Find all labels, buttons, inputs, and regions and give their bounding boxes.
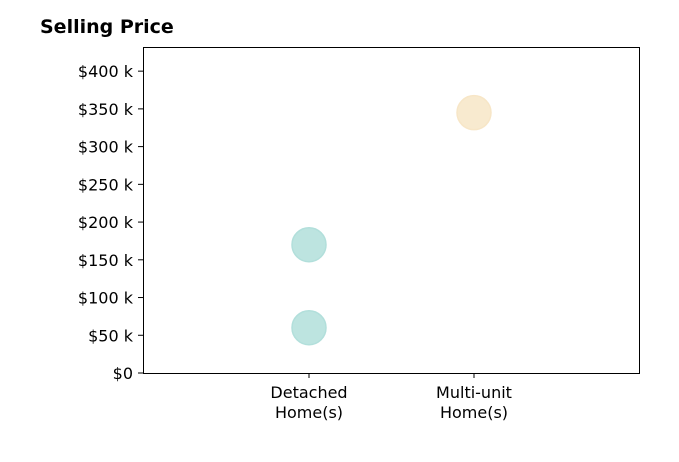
y-tick-label: $150 k	[78, 251, 134, 270]
data-point	[456, 94, 492, 131]
data-point	[291, 226, 327, 263]
x-tick-label: Detached Home(s)	[270, 383, 347, 422]
y-tick-label: $50 k	[88, 326, 134, 345]
y-tick-label: $300 k	[78, 138, 134, 157]
x-axis: Detached Home(s) Multi-unit Home(s)	[270, 373, 512, 422]
y-tick-label: $350 k	[78, 100, 134, 119]
y-axis: $0 $50 k $100 k $150 k $200 k $250 k $300 k $35…	[78, 62, 143, 383]
y-tick-label: $250 k	[78, 175, 134, 194]
data-point	[291, 309, 327, 346]
plot-frame	[143, 47, 640, 374]
chart-title: Selling Price	[40, 16, 174, 38]
data-points	[291, 94, 492, 346]
y-tick-label: $200 k	[78, 213, 134, 232]
y-tick-label: $0	[113, 364, 133, 383]
y-tick-label: $100 k	[78, 289, 134, 308]
y-tick-label: $400 k	[78, 62, 134, 81]
x-tick-label: Multi-unit Home(s)	[436, 383, 512, 422]
